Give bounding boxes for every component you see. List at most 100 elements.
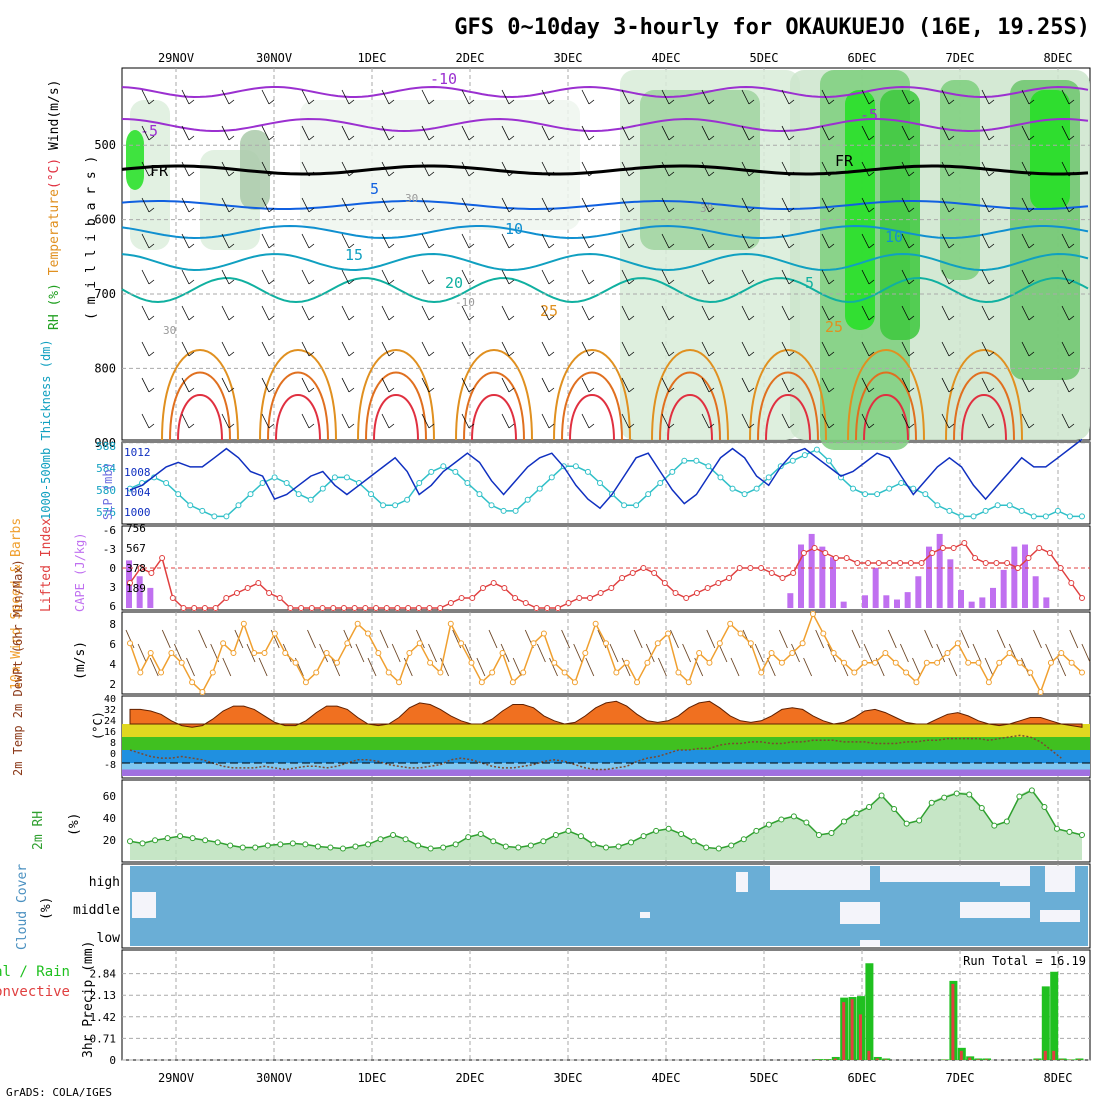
wind-barb: [701, 197, 710, 213]
date-label-top: 1DEC: [358, 51, 387, 65]
surface-wind-barb: [161, 629, 171, 649]
thickness-line-point: [825, 457, 832, 464]
thickness-line-point: [801, 452, 808, 459]
warm-dome: [357, 349, 435, 441]
thickness-line-point: [753, 485, 760, 492]
lifted-index-line-point: [501, 585, 508, 591]
wind-barb-flag: [708, 423, 715, 429]
wind-speed-line-point: [147, 650, 154, 656]
wind-barb: [341, 161, 350, 177]
wind-barb-flag: [228, 279, 235, 285]
surface-wind-barb: [585, 657, 595, 677]
slp-tick: 1004: [124, 486, 151, 499]
grads-footer: GrADS: COLA/IGES: [6, 1086, 112, 1099]
thickness-line-point: [1079, 513, 1085, 520]
wind-barb: [381, 89, 390, 105]
lifted-index-line-point: [180, 605, 187, 611]
wind-barb-flag: [188, 99, 195, 105]
pressure-tick: 600: [94, 213, 116, 227]
rh-line-point: [390, 832, 397, 839]
rh-line-point: [402, 836, 409, 843]
wind-barb-flag: [308, 135, 315, 141]
wind-speed-line-point: [820, 630, 827, 637]
wind-barb: [341, 305, 350, 321]
lifted-index-line-point: [522, 600, 529, 606]
rh2m-panel: [121, 779, 1091, 863]
wind-barb-flag: [348, 207, 355, 213]
rh-line-point: [490, 838, 497, 845]
temp-tick: 0: [110, 749, 116, 760]
surface-wind-barb: [803, 657, 813, 677]
rh-line-point: [978, 805, 985, 811]
wind-barb-flag: [508, 171, 515, 177]
wind-barb-flag: [788, 315, 795, 321]
wind-barb: [541, 269, 550, 285]
thickness-line-point: [862, 491, 869, 498]
lifted-index-line-point: [426, 605, 433, 611]
wind-barb-flag: [188, 351, 195, 357]
wind-barb: [1061, 269, 1070, 285]
wind-barb: [261, 377, 270, 393]
surface-wind-barb: [561, 629, 571, 649]
rh-line-point: [941, 794, 948, 801]
thickness-line-point: [512, 507, 519, 514]
wind-barb: [301, 269, 310, 285]
contour-label: -10: [455, 296, 475, 309]
precip-total-bar: [865, 963, 874, 1060]
lifted-tick: -3: [103, 543, 116, 556]
wind-speed-line-point: [137, 669, 144, 676]
surface-wind-barb: [754, 643, 764, 663]
date-label-bottom: 7DEC: [946, 1071, 975, 1085]
wind-barb: [221, 89, 230, 105]
wind-barb-flag: [828, 135, 835, 141]
wind-barb: [781, 197, 790, 213]
surface-wind-barb: [791, 643, 800, 663]
surface-wind-barbs: [125, 629, 1091, 677]
thickness-line-point: [669, 468, 676, 475]
lifted-index-line-point: [405, 605, 412, 611]
wind-speed-line-point: [571, 679, 578, 686]
precip-convective-bar: [1060, 1059, 1064, 1060]
wind-barb: [781, 269, 790, 285]
wind-barb: [541, 413, 550, 429]
wind-barb-flag: [268, 351, 275, 357]
wind-speed-line-point: [965, 659, 972, 666]
wind-barb: [381, 413, 390, 429]
wind-barb: [581, 161, 590, 177]
wind-barb: [1021, 197, 1030, 213]
date-label-top: 4DEC: [652, 51, 681, 65]
wind-speed-line-point: [385, 669, 392, 676]
rh-line-point: [465, 834, 472, 841]
wind-barb: [901, 305, 910, 321]
wind-barb: [901, 89, 910, 105]
lifted-index-line-point: [447, 600, 454, 606]
lifted-index-line-point: [608, 585, 615, 591]
precip-total-bar: [983, 1058, 991, 1060]
warm-dome: [561, 371, 623, 441]
wind-barb: [501, 233, 510, 249]
wind-barb: [821, 89, 830, 105]
temp-tick: 24: [104, 716, 116, 727]
wind-barb-flag: [308, 387, 315, 393]
wind-barb-flag: [268, 315, 275, 321]
rh-line-point: [502, 843, 509, 850]
rh-line-point: [289, 840, 296, 847]
wind-barb: [461, 89, 470, 105]
surface-wind-barb: [476, 657, 486, 677]
lifted-index-line-point: [255, 580, 262, 586]
rh-line-point: [577, 833, 584, 840]
wind-barb: [1021, 413, 1030, 429]
lifted-tick: 6: [109, 600, 116, 613]
lifted-index-line-point: [586, 595, 593, 601]
wind-barb-flag: [868, 279, 875, 285]
wind-barb: [701, 125, 710, 141]
lifted-index-line-point: [298, 605, 305, 611]
wind-barb-flag: [788, 387, 795, 393]
wind-barb-flag: [708, 315, 715, 321]
wind-barb: [701, 377, 710, 393]
wind-speed-line-point: [841, 659, 847, 666]
date-label-bottom: 1DEC: [358, 1071, 387, 1085]
wind-speed-line-points: [127, 611, 1085, 695]
wind-speed-line-point: [737, 630, 744, 637]
surface-wind-barb: [960, 629, 970, 649]
